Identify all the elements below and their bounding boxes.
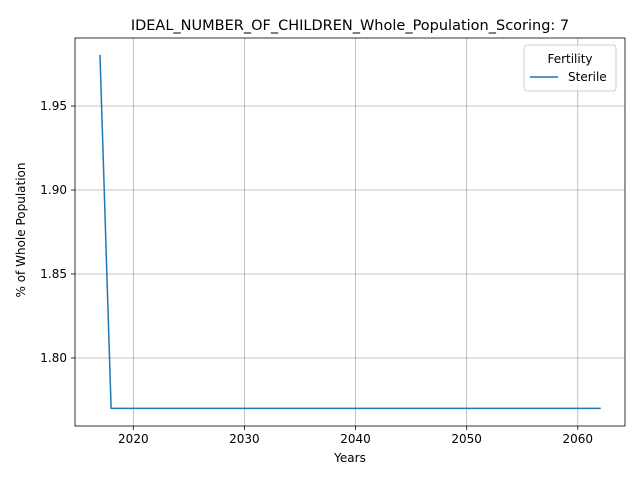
series-line-sterile xyxy=(99,54,601,410)
series-layer xyxy=(99,54,601,410)
y-tick-label: 1.90 xyxy=(40,183,67,197)
x-axis-label: Years xyxy=(333,451,366,465)
axis-ticks: 2020 2030 2040 2050 2060 1.80 1.85 1.90 1.95 xyxy=(40,99,593,446)
x-tick-label: 2020 xyxy=(118,432,149,446)
x-tick-label: 2040 xyxy=(340,432,371,446)
x-tick-label: 2060 xyxy=(563,432,594,446)
legend-label-sterile: Sterile xyxy=(568,70,607,84)
y-tick-label: 1.85 xyxy=(40,267,67,281)
legend-title: Fertility xyxy=(547,52,592,66)
legend: Fertility Sterile xyxy=(523,44,617,92)
plot-frame xyxy=(74,37,626,427)
x-tick-label: 2030 xyxy=(229,432,260,446)
legend-box xyxy=(523,44,617,92)
y-axis-label: % of Whole Population xyxy=(14,163,28,298)
x-tick-label: 2050 xyxy=(451,432,482,446)
grid xyxy=(75,38,625,426)
chart-title: IDEAL_NUMBER_OF_CHILDREN_Whole_Populatio… xyxy=(131,18,569,34)
y-tick-label: 1.80 xyxy=(40,351,67,365)
y-tick-label: 1.95 xyxy=(40,99,67,113)
